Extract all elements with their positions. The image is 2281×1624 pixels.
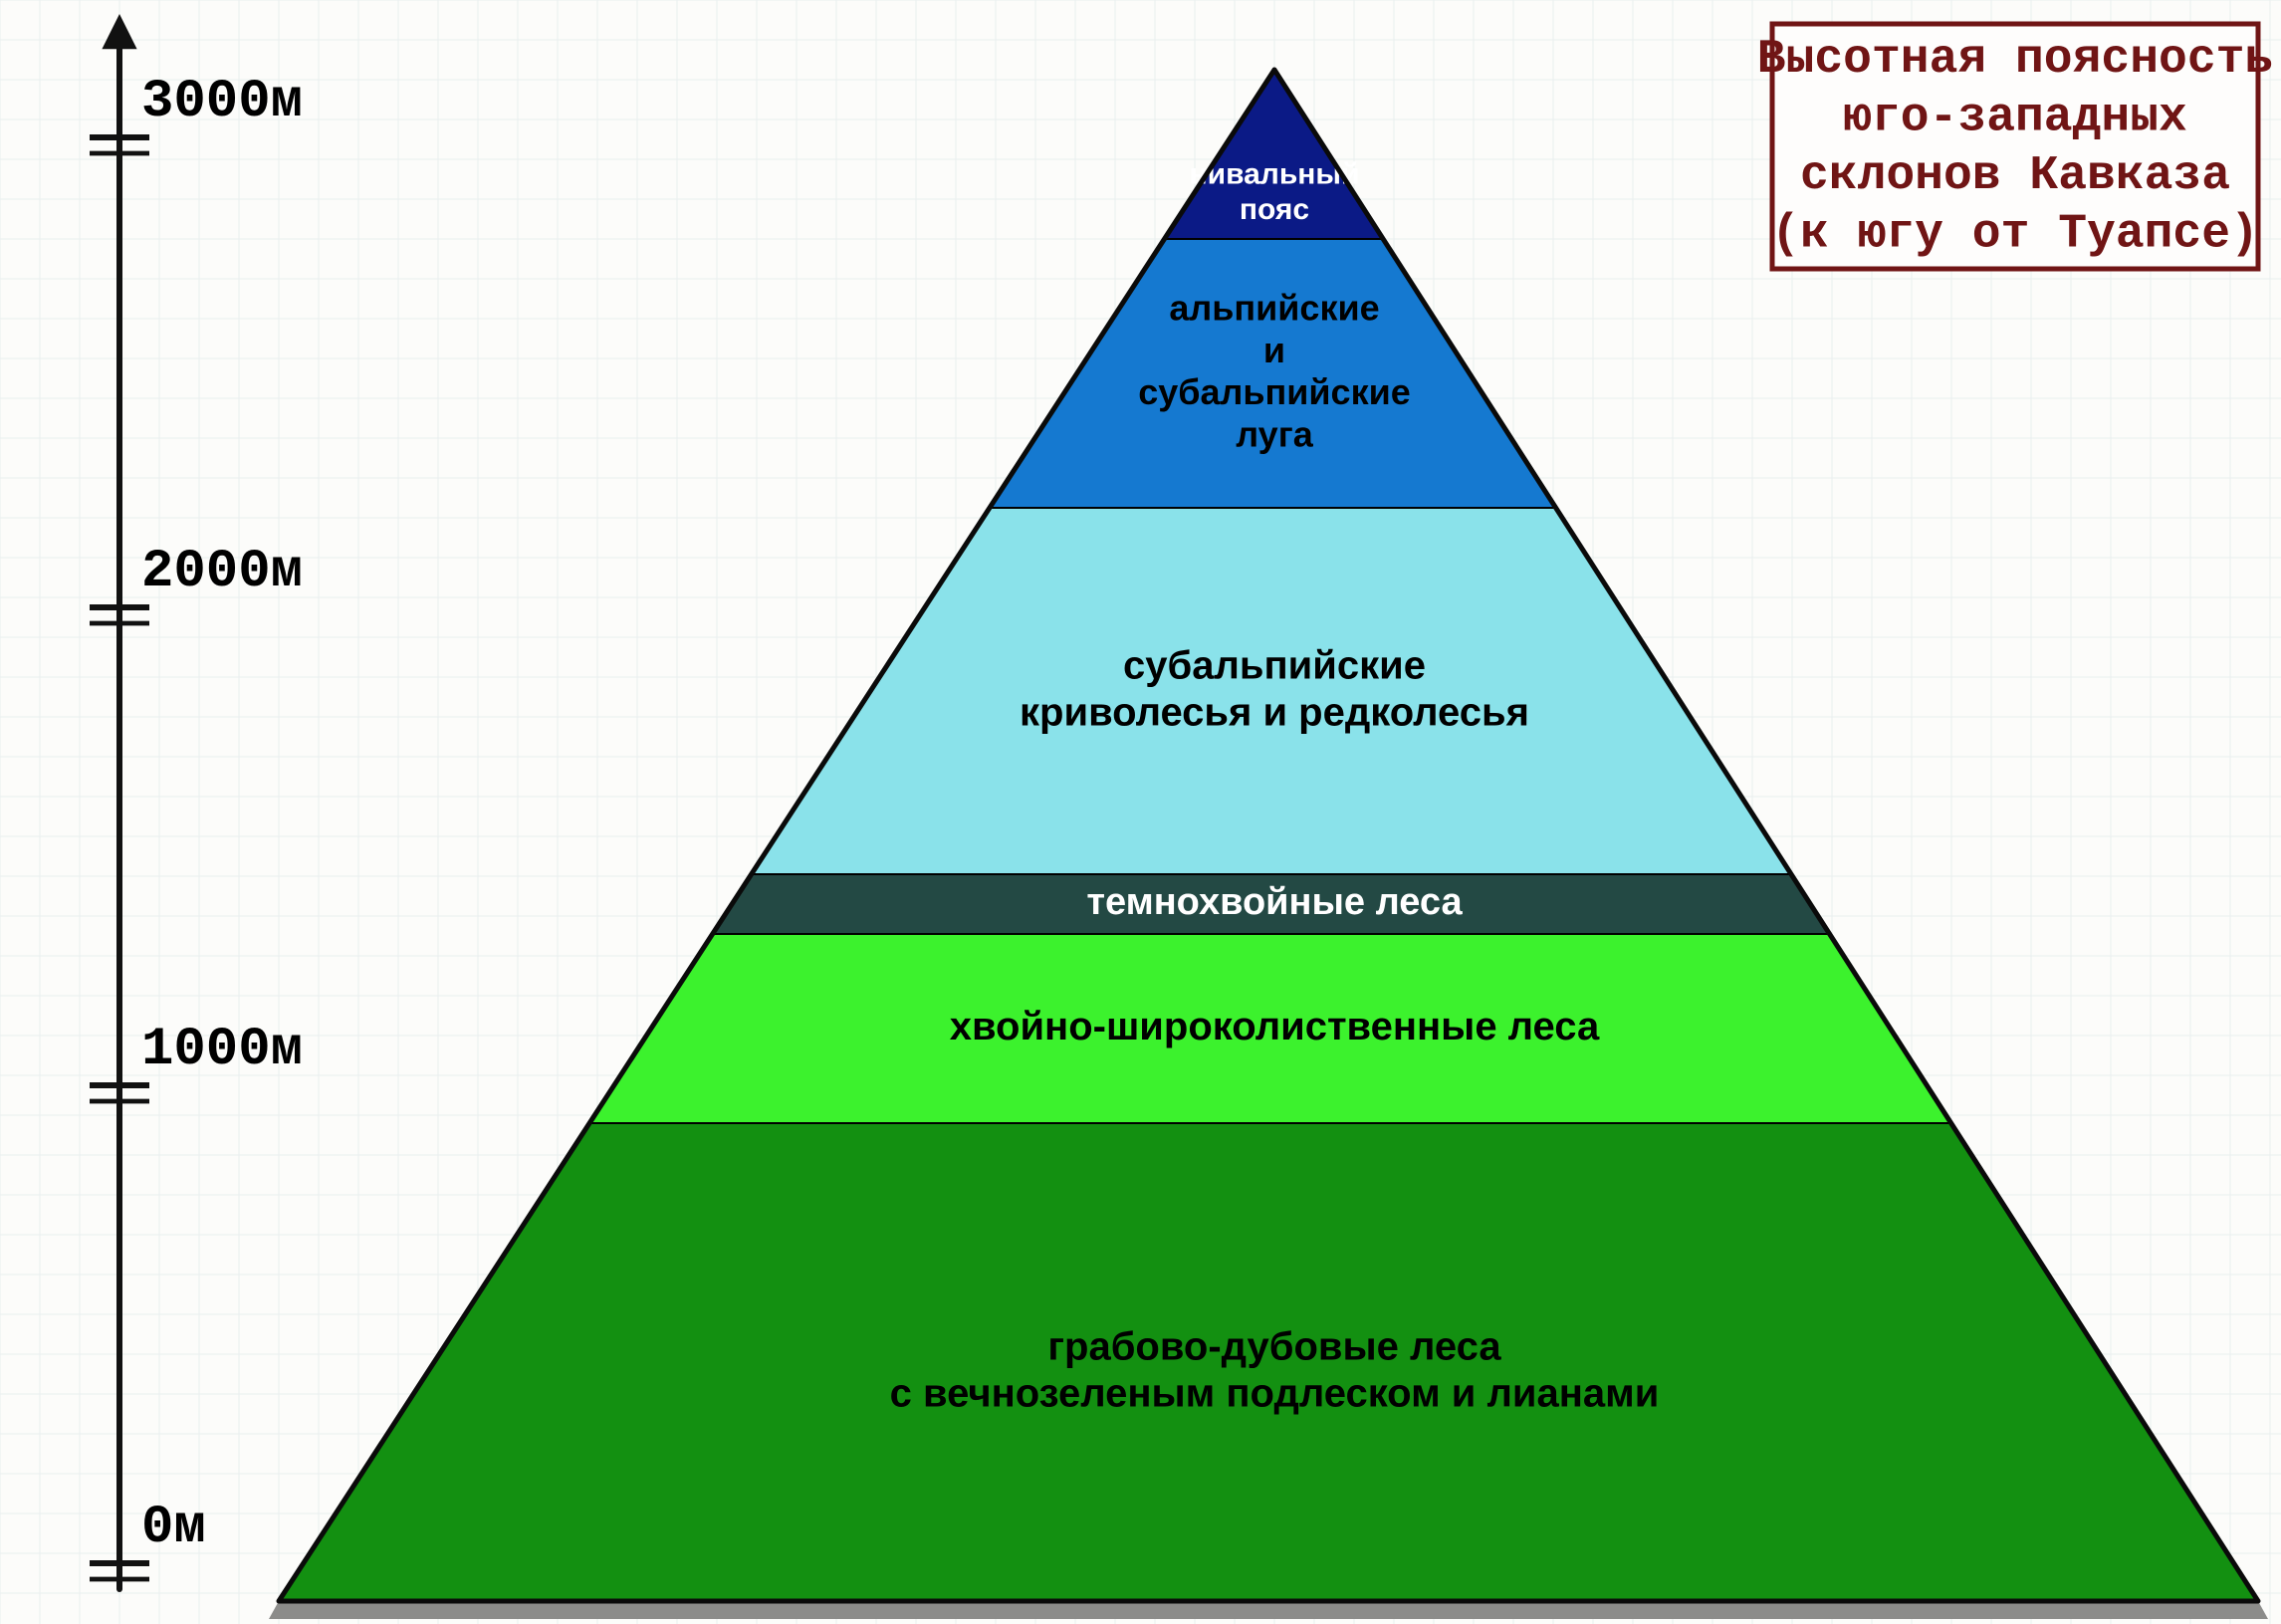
title-line-3: (к югу от Туапсе)	[1771, 208, 2259, 262]
title-box: Высотная поясностьюго-западныхсклонов Ка…	[1757, 24, 2273, 269]
title-line-1: юго-западных	[1843, 91, 2187, 144]
axis-arrowhead-icon	[102, 14, 136, 49]
pyramid-shadow	[269, 1601, 2268, 1619]
y-axis: 0м 1000м 2000м 3000м	[90, 14, 303, 1589]
zone-label-dark-coniferous: темнохвойные леса	[1086, 881, 1463, 923]
title-line-0: Высотная поясность	[1757, 33, 2273, 87]
pyramid-zones: нивальныйпоясальпийскиеисубальпийскиелуг…	[279, 70, 2258, 1601]
zone-label-mixed-coniferous: хвойно-широколиственные леса	[950, 1005, 1600, 1048]
tick-label-3000: 3000м	[141, 72, 303, 132]
altitudinal-zonation-diagram: нивальныйпоясальпийскиеисубальпийскиелуг…	[0, 0, 2281, 1624]
tick-label-1000: 1000м	[141, 1020, 303, 1080]
tick-label-2000: 2000м	[141, 542, 303, 602]
tick-label-0: 0м	[141, 1498, 206, 1558]
title-line-2: склонов Кавказа	[1800, 149, 2230, 203]
